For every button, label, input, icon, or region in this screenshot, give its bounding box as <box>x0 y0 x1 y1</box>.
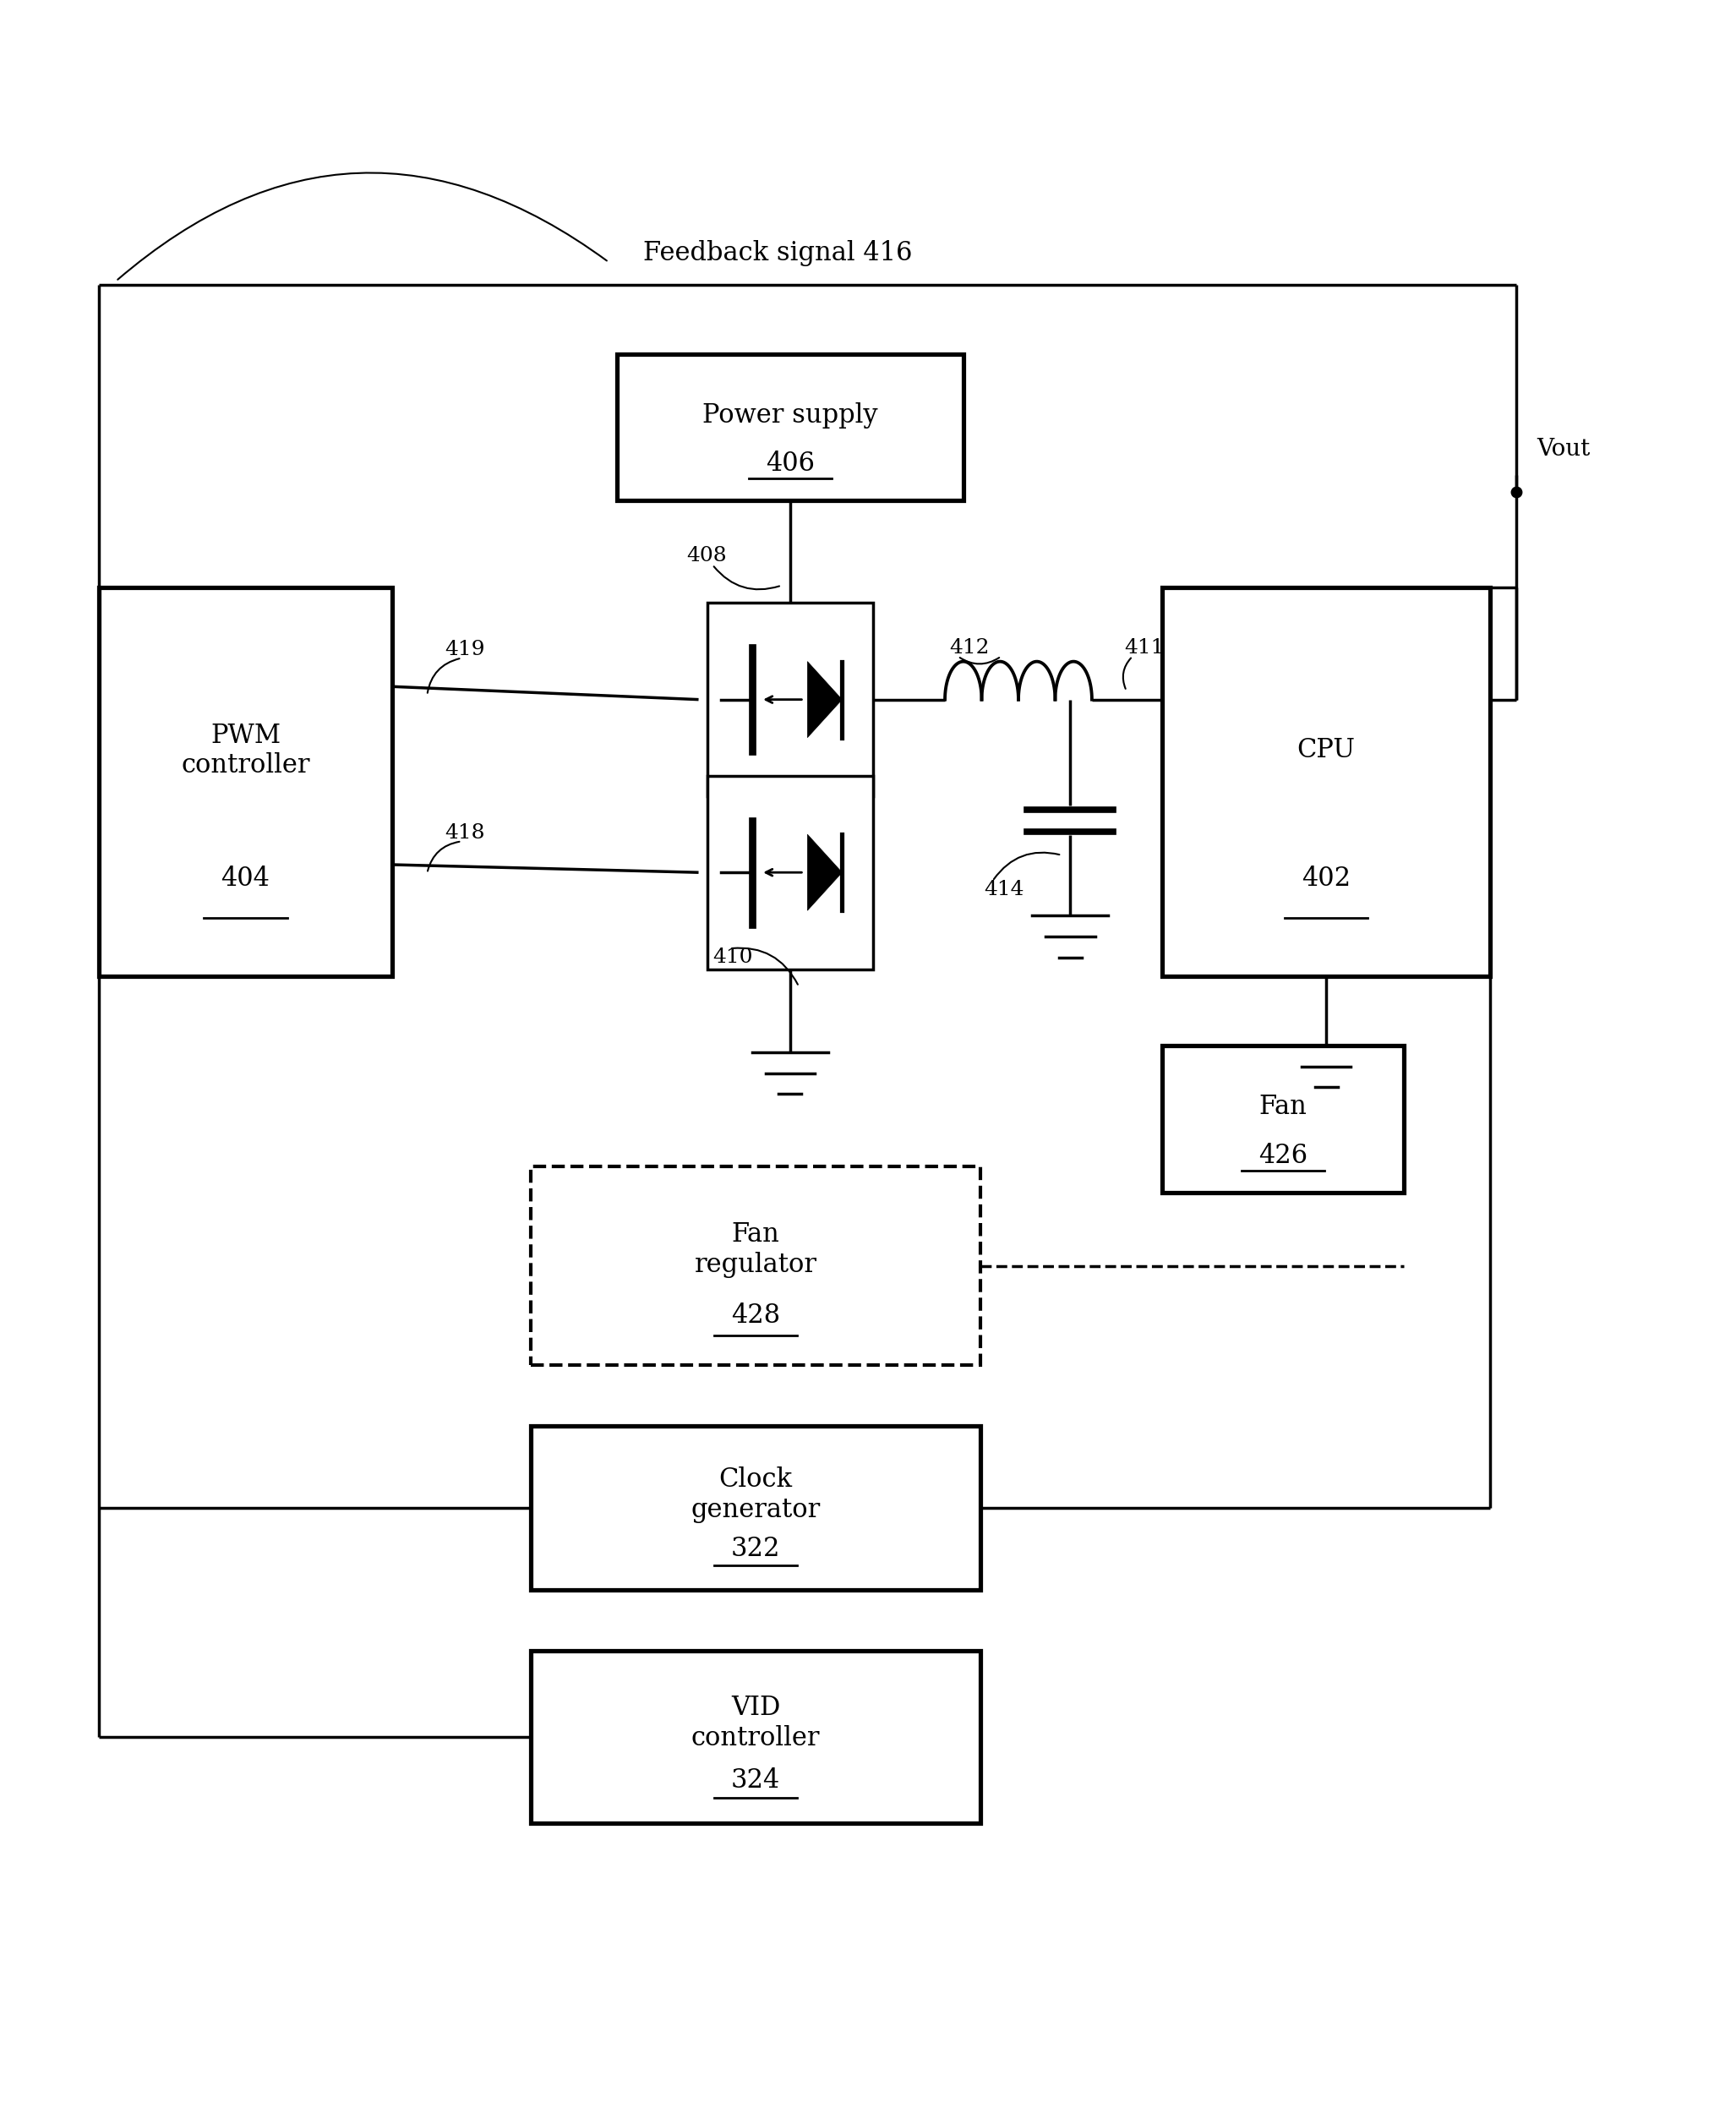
Text: 418: 418 <box>444 822 484 843</box>
Text: 324: 324 <box>731 1767 779 1794</box>
Bar <box>618 354 963 502</box>
Text: Fan: Fan <box>1259 1094 1307 1119</box>
Bar <box>707 776 873 970</box>
Text: Feedback signal 416: Feedback signal 416 <box>644 240 913 266</box>
Text: 322: 322 <box>731 1537 781 1562</box>
Text: PWM
controller: PWM controller <box>181 723 311 778</box>
Text: 419: 419 <box>444 639 484 660</box>
Text: VID
controller: VID controller <box>691 1695 819 1752</box>
Bar <box>99 588 392 976</box>
Bar <box>531 1166 981 1366</box>
Text: 410: 410 <box>712 946 752 968</box>
Polygon shape <box>807 662 842 738</box>
Text: Clock
generator: Clock generator <box>691 1467 821 1522</box>
Bar <box>707 603 873 797</box>
Text: 412: 412 <box>950 639 990 658</box>
Text: 414: 414 <box>984 879 1024 900</box>
Text: 402: 402 <box>1302 866 1351 892</box>
Bar <box>531 1651 981 1823</box>
Polygon shape <box>807 835 842 911</box>
Text: 404: 404 <box>220 866 271 892</box>
Text: 426: 426 <box>1259 1143 1307 1168</box>
Text: 408: 408 <box>686 546 727 565</box>
Bar <box>1161 588 1491 976</box>
Bar <box>531 1425 981 1589</box>
Text: CPU: CPU <box>1297 738 1356 763</box>
Bar <box>1161 1046 1404 1193</box>
Text: 428: 428 <box>731 1303 779 1328</box>
Text: 411: 411 <box>1123 639 1163 658</box>
Text: Fan
regulator: Fan regulator <box>694 1223 818 1277</box>
Text: 406: 406 <box>766 451 814 476</box>
Text: Vout: Vout <box>1536 438 1590 462</box>
Text: Power supply: Power supply <box>703 403 878 428</box>
